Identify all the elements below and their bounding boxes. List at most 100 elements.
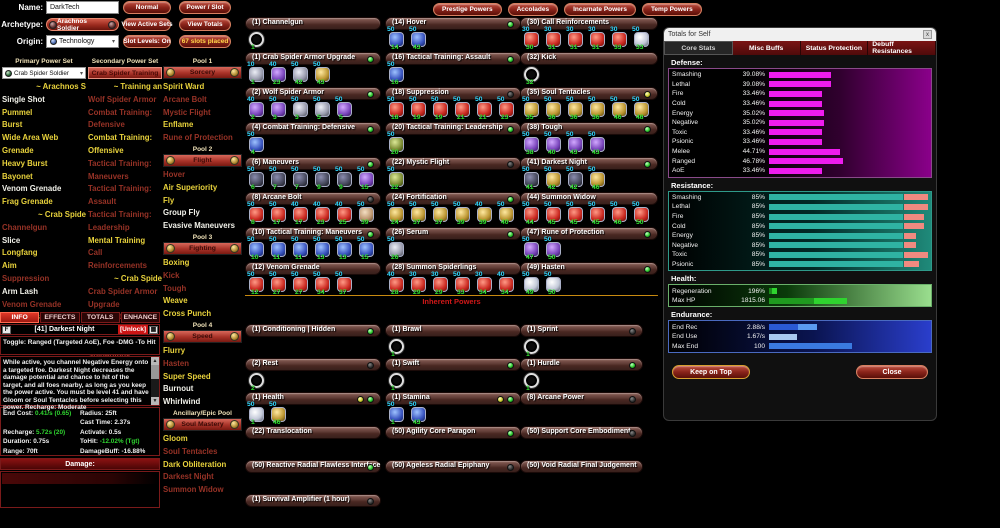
- scroll-up-icon[interactable]: ▲: [151, 357, 159, 365]
- enhancement-slot[interactable]: 30 29: [409, 271, 431, 296]
- power-list-item[interactable]: Crab Spider Armor Upgrade: [88, 286, 158, 309]
- description-scrollbar[interactable]: ▲ ▼: [151, 357, 159, 405]
- enhancement-slot[interactable]: 50 45: [544, 201, 566, 226]
- power-list-item[interactable]: Cross Punch: [163, 309, 212, 319]
- scroll-down-icon[interactable]: ▼: [151, 397, 159, 405]
- power-list-item[interactable]: Single Shot: [2, 94, 45, 104]
- power-bar[interactable]: (22) Mystic Flight: [385, 157, 521, 170]
- enhancement-slot[interactable]: 50 19: [409, 96, 431, 121]
- power-list-item[interactable]: Bayonet: [2, 171, 33, 181]
- popout-icon[interactable]: ▦: [149, 325, 158, 334]
- enhancement-slot[interactable]: 50 43: [409, 26, 431, 51]
- power-list-item[interactable]: Summon Widow: [163, 485, 224, 495]
- power-list-item[interactable]: Mental Training: [88, 235, 146, 245]
- power-bar[interactable]: (50) Reactive Radial Flawless Interface: [245, 460, 381, 473]
- enhancement-slot[interactable]: 50 37: [431, 201, 453, 226]
- enhancement-slot[interactable]: 40 34: [497, 271, 519, 296]
- enhancement-slot[interactable]: 50 9: [313, 166, 335, 191]
- enhancement-slot[interactable]: 50 13: [335, 236, 357, 261]
- totals-tab-misc-buffs[interactable]: Misc Buffs: [733, 41, 801, 55]
- power-list-item[interactable]: Tactical Training: Assault: [88, 184, 152, 207]
- power-list-item[interactable]: Tactical Training: Maneuvers: [88, 158, 152, 181]
- power-list-item[interactable]: Wolf Spider Armor: [88, 94, 157, 104]
- top-button-prestige-powers[interactable]: Prestige Powers: [433, 3, 502, 16]
- power-bar[interactable]: (49) Hasten: [520, 262, 658, 275]
- enhancement-slot[interactable]: 50 48: [632, 96, 654, 121]
- enhancement-slot[interactable]: 30 30: [522, 26, 544, 51]
- enhancement-slot[interactable]: 50 49: [522, 271, 544, 296]
- enhancement-slot[interactable]: 50 50: [544, 271, 566, 296]
- enhancement-slot[interactable]: 50 11: [269, 236, 291, 261]
- power-list-item[interactable]: Gloom: [163, 433, 188, 443]
- enhancement-slot[interactable]: 40 2: [247, 96, 269, 121]
- enhancement-slot[interactable]: 50 43: [409, 401, 431, 426]
- power-list-item[interactable]: Enflame: [163, 120, 194, 130]
- view-active-sets-button[interactable]: View Active Sets: [121, 18, 173, 31]
- enhancement-slot[interactable]: 50 43: [566, 131, 588, 156]
- power-list-item[interactable]: Arm Lash: [2, 286, 38, 296]
- enhancement-slot[interactable]: 30 31: [566, 26, 588, 51]
- enhancement-slot[interactable]: 50 35: [522, 96, 544, 121]
- power-bar[interactable]: (26) Serum: [385, 227, 521, 240]
- power-list-item[interactable]: Frag Grenade: [2, 197, 53, 207]
- power-bar[interactable]: (47) Rune of Protection: [520, 227, 658, 240]
- enhancement-slot[interactable]: 50 46: [610, 201, 632, 226]
- power-bar[interactable]: (50) Agility Core Paragon: [385, 426, 521, 439]
- enhancement-slot[interactable]: 50 36: [566, 96, 588, 121]
- power-list-item[interactable]: Whirlwind: [163, 397, 201, 407]
- power-slot-button[interactable]: Power / Slot: [179, 1, 231, 14]
- info-tab-totals[interactable]: TOTALS: [80, 312, 120, 323]
- power-list-item[interactable]: Burst: [2, 120, 23, 130]
- power-list-item[interactable]: Channelgun: [2, 222, 48, 232]
- enhancement-slot[interactable]: 30 31: [544, 26, 566, 51]
- enhancement-slot[interactable]: 1: [387, 337, 409, 358]
- power-list-item[interactable]: Combat Training: Offensive: [88, 133, 153, 155]
- name-input[interactable]: DarkTech: [46, 1, 119, 14]
- power-bar[interactable]: (1) Sprint: [520, 324, 643, 337]
- power-bar[interactable]: (1) Health: [245, 392, 381, 405]
- enhancement-slot[interactable]: 50 15: [357, 236, 379, 261]
- enhancement-slot[interactable]: 50 42: [566, 166, 588, 191]
- enhancement-slot[interactable]: 30 31: [588, 26, 610, 51]
- enhancement-slot[interactable]: 40 39: [475, 201, 497, 226]
- enhancement-slot[interactable]: 32: [522, 65, 544, 86]
- enhancement-slot[interactable]: 50 3: [291, 96, 313, 121]
- power-list-item[interactable]: Tactical Training: Leadership: [88, 209, 152, 232]
- power-list-item[interactable]: Air Superiority: [163, 182, 218, 192]
- enhancement-slot[interactable]: 50 4: [247, 131, 269, 156]
- enhancement-slot[interactable]: 50 5: [313, 96, 335, 121]
- power-bar[interactable]: (22) Translocation: [245, 426, 381, 439]
- enhancement-slot[interactable]: 50 17: [269, 201, 291, 226]
- enhancement-slot[interactable]: 50 5: [335, 96, 357, 121]
- top-button-incarnate-powers[interactable]: Incarnate Powers: [564, 3, 636, 16]
- enhancement-slot[interactable]: 50 36: [588, 96, 610, 121]
- power-list-item[interactable]: Tough: [163, 283, 187, 293]
- enhancement-slot[interactable]: 50 16: [387, 61, 409, 86]
- power-list-item[interactable]: Flurry: [163, 345, 186, 355]
- power-list-item[interactable]: Evasive Maneuvers: [163, 221, 235, 231]
- enhancement-slot[interactable]: 50 46: [269, 401, 291, 426]
- enhancement-slot[interactable]: 50 46: [610, 96, 632, 121]
- power-list-item[interactable]: Suppression: [2, 273, 50, 283]
- totals-titlebar[interactable]: Totals for Self x: [664, 28, 936, 41]
- enhancement-slot[interactable]: 50 45: [588, 201, 610, 226]
- normal-button[interactable]: Normal: [123, 1, 171, 14]
- enhancement-slot[interactable]: 1: [387, 371, 409, 392]
- enhancement-slot[interactable]: 50 15: [357, 166, 379, 191]
- power-list-item[interactable]: Dark Obliteration: [163, 459, 227, 469]
- power-bar[interactable]: (10) Tactical Training: Maneuvers: [245, 227, 381, 240]
- power-bar[interactable]: (38) Tough: [520, 122, 658, 135]
- power-bar[interactable]: (8) Arcane Power: [520, 392, 643, 405]
- enhancement-slot[interactable]: 50 6: [247, 166, 269, 191]
- power-list-item[interactable]: Venom Grenade: [2, 184, 62, 194]
- power-bar[interactable]: (4) Combat Training: Defensive: [245, 122, 381, 135]
- enhancement-slot[interactable]: 50 34: [313, 271, 335, 296]
- enhancement-slot[interactable]: 50 9: [335, 166, 357, 191]
- info-tab-effects[interactable]: EFFECTS: [40, 312, 80, 323]
- enhancement-slot[interactable]: 50 27: [291, 271, 313, 296]
- totals-tab-status-protection[interactable]: Status Protection: [801, 41, 869, 55]
- info-tab-info[interactable]: INFO: [0, 312, 40, 323]
- pool-button-fighting[interactable]: Fighting: [163, 241, 242, 255]
- enhancement-slot[interactable]: 50 26: [387, 236, 409, 261]
- enhancement-slot[interactable]: 50 23: [497, 96, 519, 121]
